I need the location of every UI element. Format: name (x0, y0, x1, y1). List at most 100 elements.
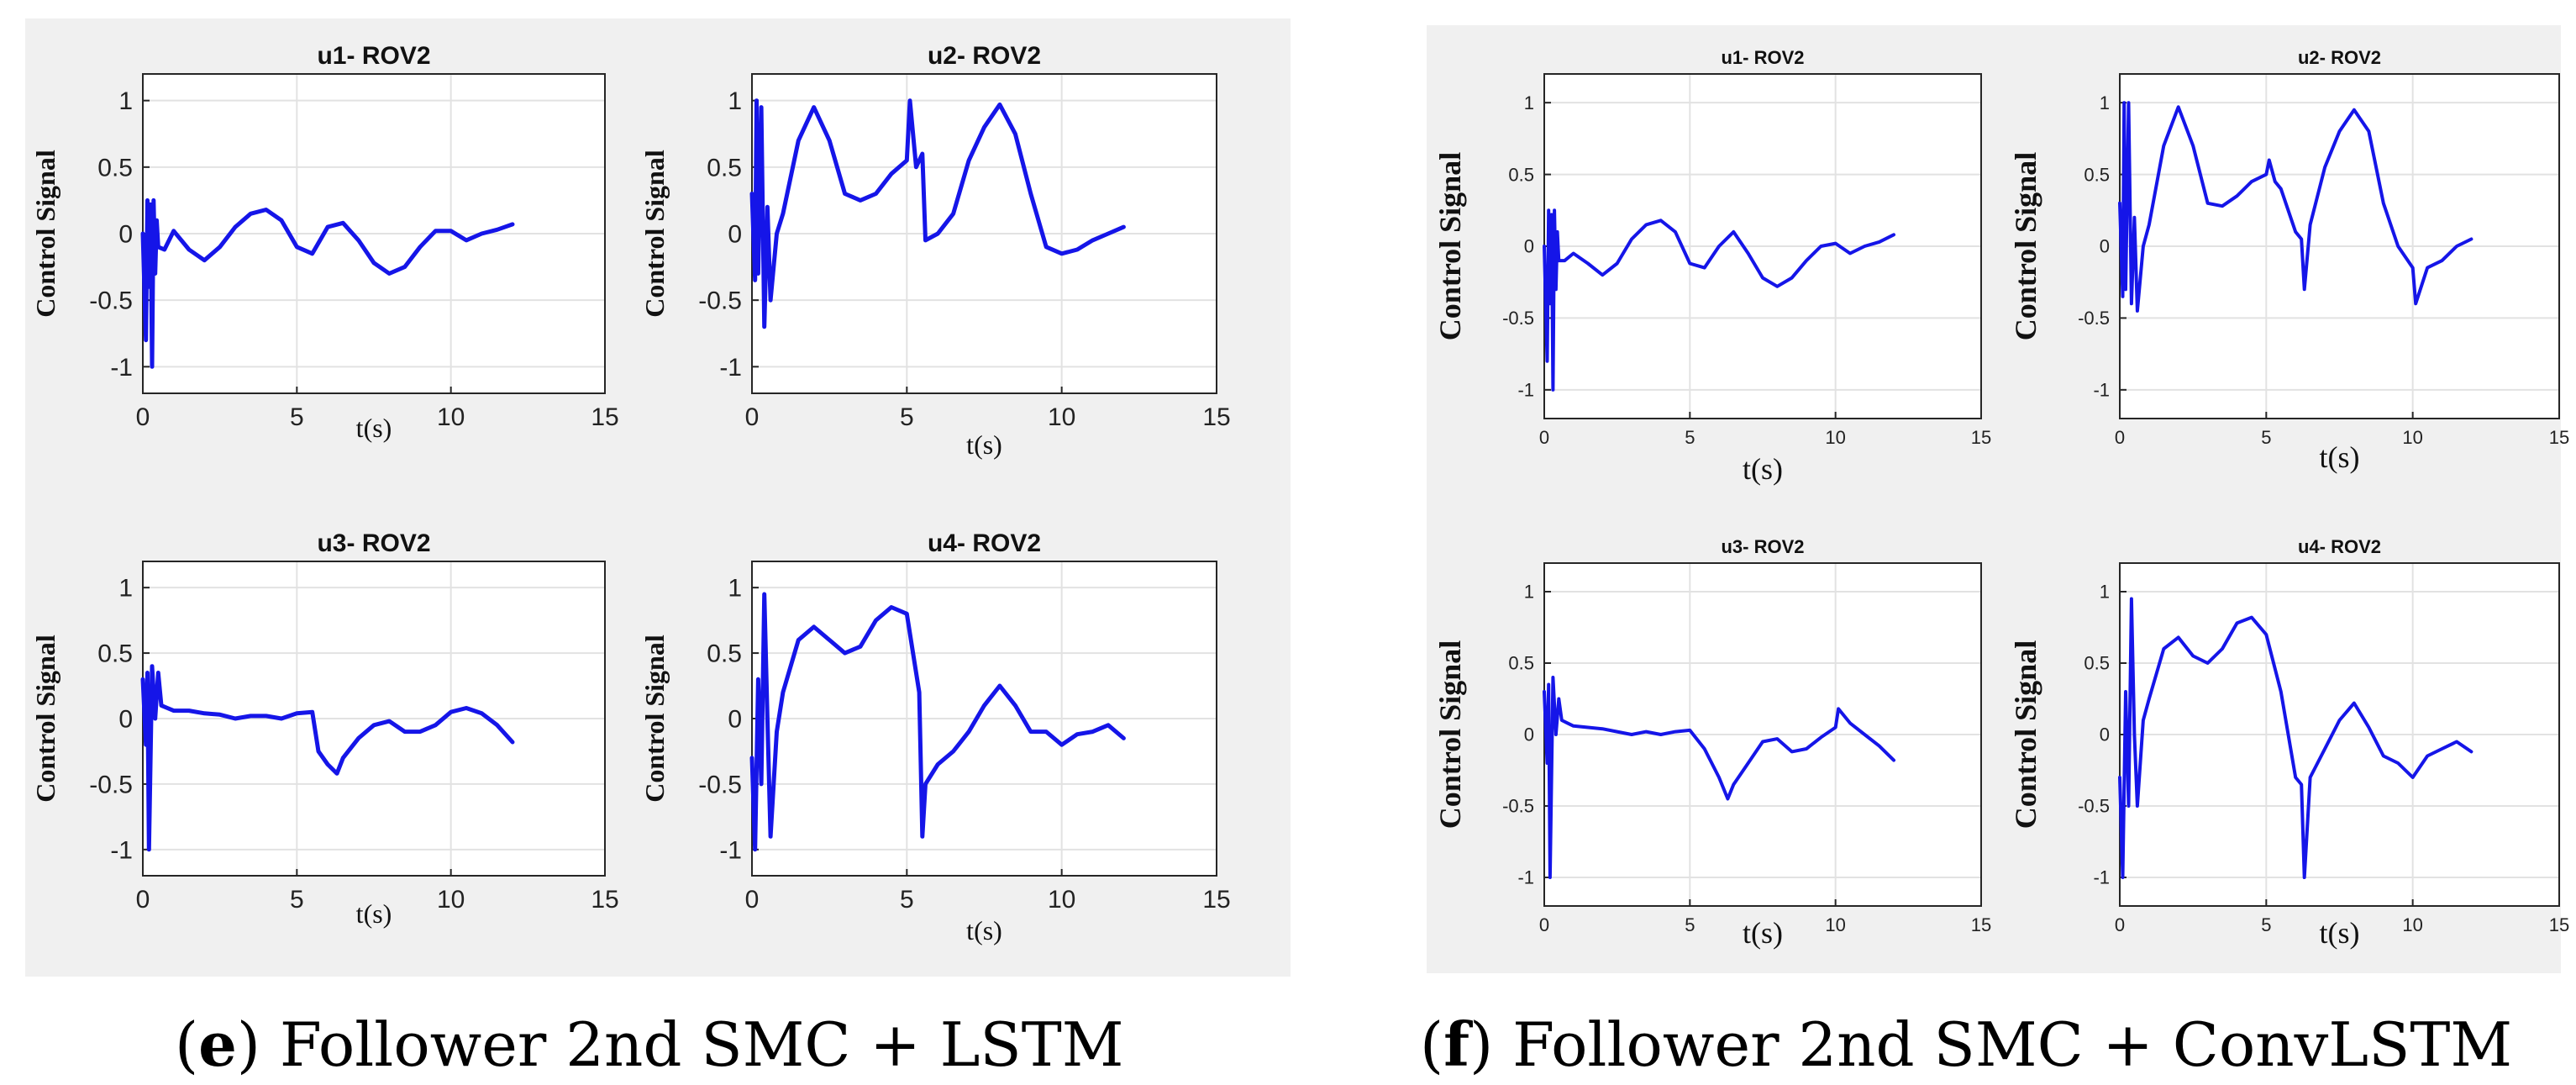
x-tick-label: 10 (1048, 403, 1075, 431)
y-tick-label: -1 (110, 354, 133, 382)
x-tick-label: 5 (290, 886, 304, 914)
caption-f-text: Follower 2nd SMC + ConvLSTM (1512, 1009, 2513, 1080)
x-tick-label: 10 (1825, 914, 1845, 935)
y-tick-label: -1 (719, 836, 742, 864)
chart-e-u3: 0 5 10 15 -1 -0.5 0 0.5 1 u3- ROV2 t(s) Control Sig… (30, 529, 619, 929)
chart-title: u1- ROV2 (317, 42, 430, 70)
y-tick-label: -0.5 (698, 771, 742, 798)
y-tick-label: 0 (1524, 724, 1534, 745)
y-tick-label: 0.5 (97, 154, 133, 182)
y-tick-label: 0 (2100, 236, 2110, 257)
x-tick-label: 0 (1539, 427, 1549, 448)
y-axis-label: Control Signal (639, 150, 670, 318)
series-line-u3 (140, 664, 515, 852)
series-line-u1 (1543, 208, 1895, 392)
x-axis-label: t(s) (356, 898, 392, 929)
x-tick-label: 15 (2549, 427, 2569, 448)
x-tick-label: 0 (136, 403, 150, 431)
x-tick-label: 15 (1202, 886, 1230, 914)
x-tick-label: 10 (437, 403, 465, 431)
y-axis-label: Control Signal (30, 150, 60, 318)
series-line-u2 (749, 98, 1126, 329)
x-tick-label: 5 (1685, 427, 1695, 448)
x-tick-label: 15 (591, 886, 618, 914)
series-line-u4 (749, 592, 1126, 852)
y-tick-label: 1 (2100, 92, 2110, 113)
chart-f-u3: 0 5 10 15 -1 -0.5 0 0.5 1 u3- ROV2 t(s) Control Sig… (1433, 536, 1991, 950)
y-tick-label: 1 (728, 87, 742, 115)
y-tick-label: 0.5 (2084, 164, 2110, 185)
y-tick-label: 0 (728, 706, 742, 734)
y-tick-label: 0 (2100, 724, 2110, 745)
x-tick-label: 5 (290, 403, 304, 431)
x-tick-label: 10 (1048, 886, 1075, 914)
y-tick-label: 0 (118, 706, 133, 734)
chart-f-u1: 0 5 10 15 -1 -0.5 0 0.5 1 u1- ROV2 t(s) Control Sig… (1433, 47, 1991, 486)
x-tick-label: 15 (1971, 427, 1991, 448)
x-tick-label: 10 (2402, 427, 2422, 448)
y-tick-label: -0.5 (1502, 308, 1534, 329)
caption-e-letter: e (198, 1009, 237, 1080)
y-tick-label: 1 (118, 87, 133, 115)
chart-f-u2: 0 5 10 15 -1 -0.5 0 0.5 1 u2- ROV2 t(s) Control Sig… (2009, 47, 2569, 474)
y-tick-label: 0.5 (707, 154, 742, 182)
x-tick-label: 15 (1971, 914, 1991, 935)
y-axis-label: Control Signal (1433, 640, 1467, 829)
y-tick-label: -1 (719, 354, 742, 382)
y-tick-label: 0.5 (1508, 164, 1534, 185)
x-tick-label: 0 (2115, 427, 2125, 448)
x-tick-label: 5 (2261, 427, 2271, 448)
x-axis-label: t(s) (1743, 916, 1783, 950)
x-tick-label: 10 (1825, 427, 1845, 448)
series-line-u4 (2118, 597, 2473, 879)
series-line-u1 (140, 198, 515, 369)
chart-e-u4: 0 5 10 15 -1 -0.5 0 0.5 1 u4- ROV2 t(s) Control Sig… (639, 529, 1231, 945)
y-tick-label: 0.5 (2084, 653, 2110, 674)
x-tick-label: 0 (745, 403, 760, 431)
chart-title: u2- ROV2 (2298, 47, 2381, 68)
caption-e-text: Follower 2nd SMC + LSTM (279, 1009, 1124, 1080)
y-tick-label: 1 (118, 575, 133, 603)
y-tick-label: -0.5 (2078, 308, 2110, 329)
y-axis-label: Control Signal (1433, 152, 1467, 340)
x-tick-label: 15 (2549, 914, 2569, 935)
chart-f-u4: 0 5 10 15 -1 -0.5 0 0.5 1 u4- ROV2 t(s) Control Sig… (2009, 536, 2569, 950)
y-tick-label: 0.5 (1508, 653, 1534, 674)
y-tick-label: -0.5 (89, 771, 133, 798)
caption-f: (f) Follower 2nd SMC + ConvLSTM (1420, 1009, 2513, 1080)
chart-title: u4- ROV2 (2298, 536, 2381, 557)
y-tick-label: 1 (1524, 582, 1534, 603)
y-tick-label: -0.5 (89, 287, 133, 315)
y-tick-label: 0.5 (707, 640, 742, 668)
series-line-u3 (1543, 676, 1895, 879)
x-axis-label: t(s) (2320, 440, 2360, 474)
y-axis-label: Control Signal (2009, 152, 2042, 340)
y-tick-label: -1 (2093, 380, 2110, 401)
y-tick-label: 0.5 (97, 640, 133, 668)
x-tick-label: 0 (2115, 914, 2125, 935)
chart-title: u4- ROV2 (928, 529, 1041, 557)
chart-title: u3- ROV2 (1721, 536, 1804, 557)
x-tick-label: 5 (900, 403, 914, 431)
x-tick-label: 10 (2402, 914, 2422, 935)
series-line-u2 (2118, 101, 2473, 313)
x-tick-label: 0 (1539, 914, 1549, 935)
x-axis-label: t(s) (966, 429, 1002, 460)
y-tick-label: -0.5 (2078, 796, 2110, 817)
x-tick-label: 15 (591, 403, 618, 431)
y-tick-label: -1 (1517, 867, 1534, 888)
y-tick-label: 1 (2100, 582, 2110, 603)
x-tick-label: 5 (2261, 914, 2271, 935)
chart-e-u2: 0 5 10 15 -1 -0.5 0 0.5 1 u2- ROV2 t(s) Control Sig… (639, 42, 1231, 460)
y-tick-label: 0 (728, 221, 742, 249)
x-axis-label: t(s) (1743, 452, 1783, 486)
x-tick-label: 0 (136, 886, 150, 914)
y-tick-label: -1 (1517, 380, 1534, 401)
y-tick-label: -0.5 (698, 287, 742, 315)
x-tick-label: 5 (900, 886, 914, 914)
chart-title: u3- ROV2 (317, 529, 430, 557)
chart-title: u1- ROV2 (1721, 47, 1804, 68)
y-axis-label: Control Signal (2009, 640, 2042, 829)
y-axis-label: Control Signal (30, 635, 60, 803)
x-tick-label: 15 (1202, 403, 1230, 431)
